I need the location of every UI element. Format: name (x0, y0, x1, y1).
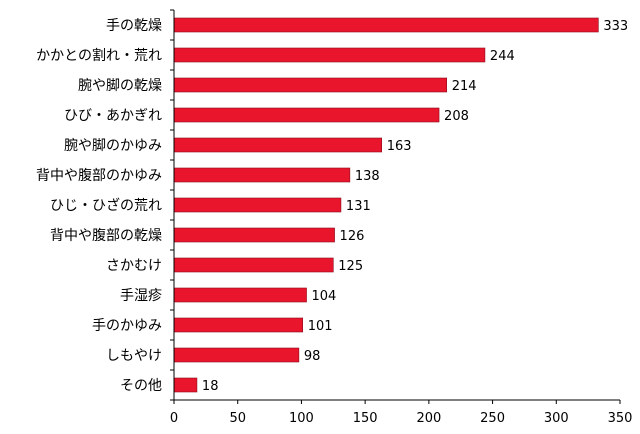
category-label: ひび・あかぎれ (64, 108, 162, 124)
bar (173, 287, 307, 303)
bar (173, 257, 334, 273)
category-label: 背中や腹部のかゆみ (36, 167, 162, 184)
category-label: かかとの割れ・荒れ (36, 47, 162, 64)
x-tick-label: 300 (544, 411, 569, 426)
category-label: 手湿疹 (120, 288, 162, 304)
data-label: 104 (312, 289, 337, 304)
data-label: 163 (387, 139, 412, 154)
category-label: 腕や脚のかゆみ (64, 138, 162, 154)
data-label: 18 (202, 379, 219, 394)
x-tick-label: 250 (480, 411, 505, 426)
category-label: さかむけ (106, 258, 162, 274)
bar (173, 167, 351, 183)
x-tick-label: 350 (608, 411, 633, 426)
data-label: 244 (490, 49, 515, 64)
bar (173, 137, 383, 153)
bar (173, 227, 335, 243)
data-label: 138 (355, 169, 380, 184)
labels-group: 手の乾燥 333 かかとの割れ・荒れ 244 腕や脚の乾燥 214 ひび・あかぎれ 208 腕や… (36, 18, 632, 426)
x-tick-label: 200 (416, 411, 441, 426)
data-label: 126 (340, 229, 365, 244)
x-tick-label: 50 (229, 411, 246, 426)
x-tick-label: 0 (170, 411, 178, 426)
data-label: 101 (308, 319, 333, 334)
data-label: 208 (444, 109, 469, 124)
bar (173, 17, 599, 33)
bar (173, 47, 486, 63)
category-label: 手のかゆみ (92, 318, 162, 334)
data-label: 333 (603, 19, 628, 34)
category-label: 手の乾燥 (106, 18, 162, 34)
axes-group (170, 9, 621, 404)
data-label: 125 (338, 259, 363, 274)
bars-group (173, 17, 599, 393)
category-label: 背中や腹部の乾燥 (50, 227, 162, 244)
data-label: 214 (452, 79, 477, 94)
data-label: 131 (346, 199, 371, 214)
x-tick-label: 150 (353, 411, 378, 426)
category-label: ひじ・ひざの荒れ (50, 197, 162, 214)
bar (173, 107, 440, 123)
bar (173, 77, 447, 93)
bar (173, 197, 342, 213)
bar (173, 317, 304, 333)
category-label: その他 (120, 378, 162, 394)
category-label: しもやけ (106, 348, 162, 364)
category-label: 腕や脚の乾燥 (78, 78, 162, 94)
x-tick-label: 100 (289, 411, 314, 426)
bar (173, 347, 300, 363)
bar (173, 377, 198, 393)
data-label: 98 (304, 349, 321, 364)
